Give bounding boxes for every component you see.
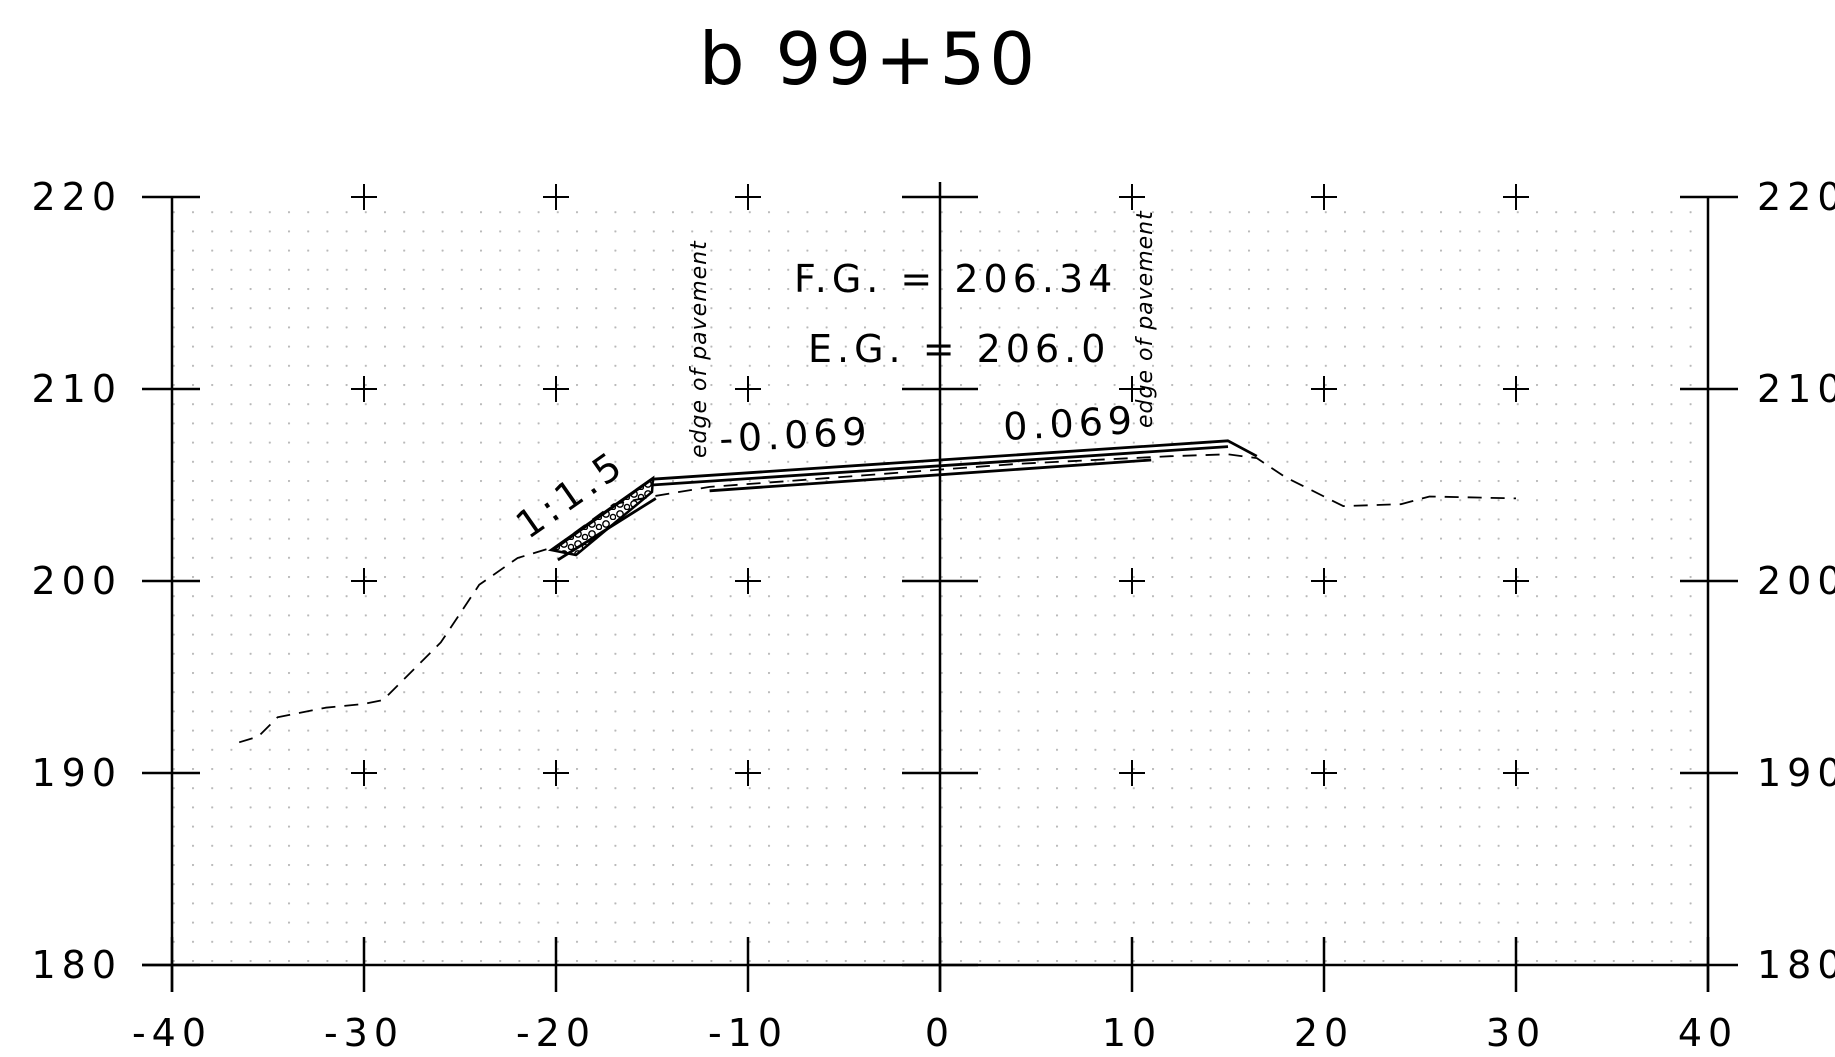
left-cross-slope-label: -0.069	[718, 409, 873, 461]
existing-grade-label: E.G. = 206.0	[808, 327, 1110, 371]
x-tick-label: 10	[1102, 1011, 1162, 1055]
y-tick-label-right: 190	[1757, 751, 1835, 795]
x-tick-label: -10	[708, 1011, 788, 1055]
x-tick-label: -30	[324, 1011, 404, 1055]
x-tick-label: -40	[132, 1011, 212, 1055]
y-tick-label-right: 200	[1757, 559, 1835, 603]
y-tick-label-left: 190	[31, 751, 122, 795]
y-tick-label-left: 180	[31, 943, 122, 987]
x-tick-label: 30	[1486, 1011, 1546, 1055]
y-tick-labels-right: 220 210 200 190 180	[1757, 175, 1835, 987]
y-tick-label-right: 220	[1757, 175, 1835, 219]
y-tick-label-right: 180	[1757, 943, 1835, 987]
y-tick-label-left: 200	[31, 559, 122, 603]
right-cross-slope-label: 0.069	[1002, 398, 1138, 449]
finished-grade-label: F.G. = 206.34	[794, 257, 1117, 301]
x-tick-label: -20	[516, 1011, 596, 1055]
y-tick-labels-left: 220 210 200 190 180	[31, 175, 122, 987]
right-edge-of-pavement-label: edge of pavement	[1133, 210, 1158, 428]
x-tick-label: 40	[1678, 1011, 1738, 1055]
y-tick-label-right: 210	[1757, 367, 1835, 411]
x-tick-label: 20	[1294, 1011, 1354, 1055]
x-tick-label: 0	[925, 1011, 955, 1055]
left-edge-of-pavement-label: edge of pavement	[687, 240, 712, 458]
x-tick-labels: -40 -30 -20 -10 0 10 20 30 40	[132, 1011, 1738, 1055]
y-tick-label-left: 220	[31, 175, 122, 219]
y-tick-label-left: 210	[31, 367, 122, 411]
section-title: b 99+50	[699, 17, 1039, 101]
